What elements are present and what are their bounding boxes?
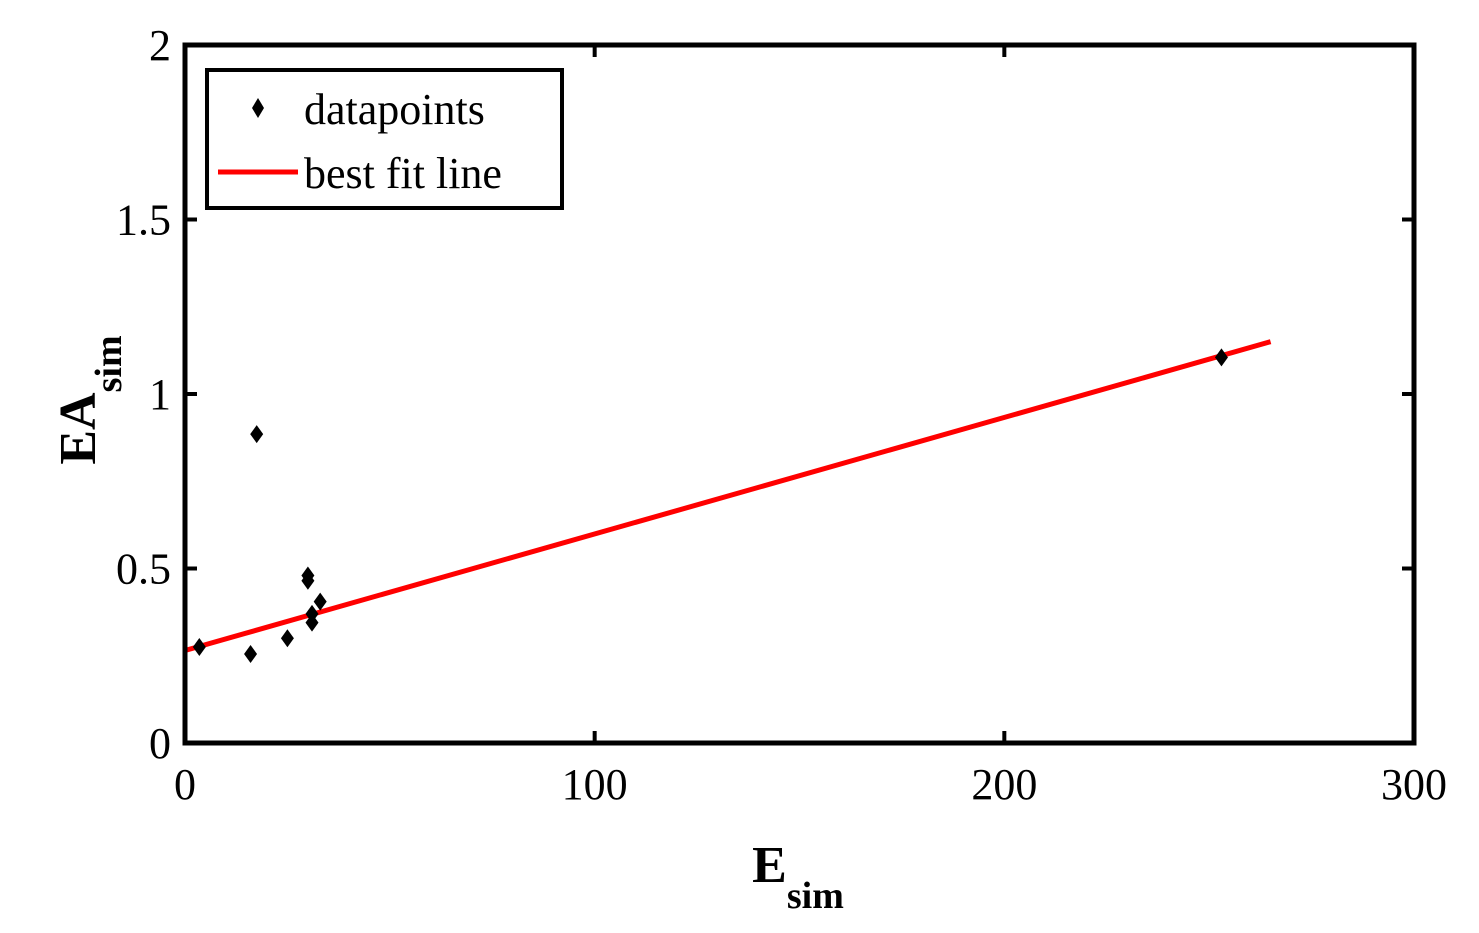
- plot-content: [184, 339, 1272, 664]
- legend: datapoints best fit line: [205, 68, 564, 210]
- y-tick-label: 0.5: [116, 545, 171, 594]
- y-tick-label: 1: [149, 370, 171, 419]
- data-point: [250, 425, 264, 444]
- legend-box: [205, 68, 564, 210]
- x-tick-label: 200: [971, 760, 1037, 809]
- legend-fit-line-label: best fit line: [304, 149, 502, 198]
- legend-datapoints-label: datapoints: [304, 85, 485, 134]
- y-tick-label: 0: [149, 719, 171, 768]
- x-tick-label: 0: [174, 760, 196, 809]
- x-axis-title: Esim: [752, 837, 844, 917]
- data-point: [305, 604, 319, 623]
- best-fit-line: [184, 339, 1272, 653]
- tick-labels: 0 100 200 300 0 0.5 1 1.5 2: [116, 21, 1447, 809]
- plot-frame: [182, 42, 1417, 746]
- x-tick-label: 100: [562, 760, 628, 809]
- y-axis-title-sub: sim: [88, 335, 130, 392]
- y-tick-label: 1.5: [116, 196, 171, 245]
- y-axis-title: EAsim: [50, 335, 130, 464]
- x-axis-title-sub: sim: [787, 875, 844, 917]
- data-point: [280, 629, 294, 648]
- data-point: [192, 638, 206, 657]
- x-tick-label: 300: [1381, 760, 1447, 809]
- y-axis-title-main: EA: [50, 392, 107, 465]
- x-axis-title-main: E: [752, 837, 787, 894]
- data-point: [1214, 348, 1228, 367]
- legend-datapoints-marker: [252, 98, 264, 118]
- y-tick-label: 2: [149, 21, 171, 70]
- data-point: [313, 592, 327, 611]
- data-point: [244, 645, 258, 664]
- data-point: [301, 571, 315, 590]
